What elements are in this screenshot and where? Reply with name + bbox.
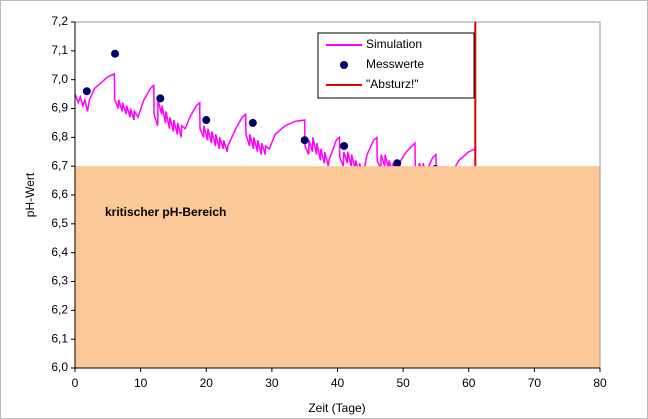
- data-point: [300, 136, 309, 145]
- legend-marker: [340, 61, 348, 69]
- x-tick-label: 10: [134, 376, 148, 390]
- y-tick-label: 6,0: [51, 360, 68, 374]
- x-tick-label: 30: [265, 376, 279, 390]
- data-point: [202, 116, 211, 125]
- data-point: [156, 94, 165, 103]
- y-tick-label: 6,2: [51, 303, 68, 317]
- y-tick-label: 6,8: [51, 130, 68, 144]
- data-point: [111, 49, 120, 58]
- y-tick-label: 6,5: [51, 216, 68, 230]
- x-tick-label: 60: [462, 376, 476, 390]
- x-tick-label: 70: [528, 376, 542, 390]
- legend-label: Simulation: [366, 37, 422, 51]
- x-tick-label: 40: [331, 376, 345, 390]
- y-tick-label: 7,1: [51, 43, 68, 57]
- y-tick-label: 7,2: [51, 14, 68, 28]
- y-axis-label: pH-Wert: [23, 172, 37, 217]
- x-tick-label: 20: [200, 376, 214, 390]
- data-point: [393, 159, 402, 168]
- y-tick-label: 6,7: [51, 158, 68, 172]
- data-point: [248, 118, 257, 127]
- critical-range-label: kritischer pH-Bereich: [105, 205, 226, 219]
- legend-label: "Absturz!": [366, 77, 419, 91]
- y-tick-label: 7,0: [51, 72, 68, 86]
- y-tick-label: 6,3: [51, 274, 68, 288]
- critical-range: [75, 166, 600, 368]
- y-tick-label: 6,6: [51, 187, 68, 201]
- y-tick-label: 6,1: [51, 331, 68, 345]
- x-tick-label: 80: [593, 376, 607, 390]
- y-tick-label: 6,4: [51, 245, 68, 259]
- data-point: [82, 87, 91, 96]
- x-tick-label: 0: [72, 376, 79, 390]
- legend-label: Messwerte: [366, 57, 424, 71]
- x-axis-label: Zeit (Tage): [308, 401, 365, 415]
- x-tick-label: 50: [396, 376, 410, 390]
- y-tick-label: 6,9: [51, 101, 68, 115]
- data-point: [340, 141, 349, 150]
